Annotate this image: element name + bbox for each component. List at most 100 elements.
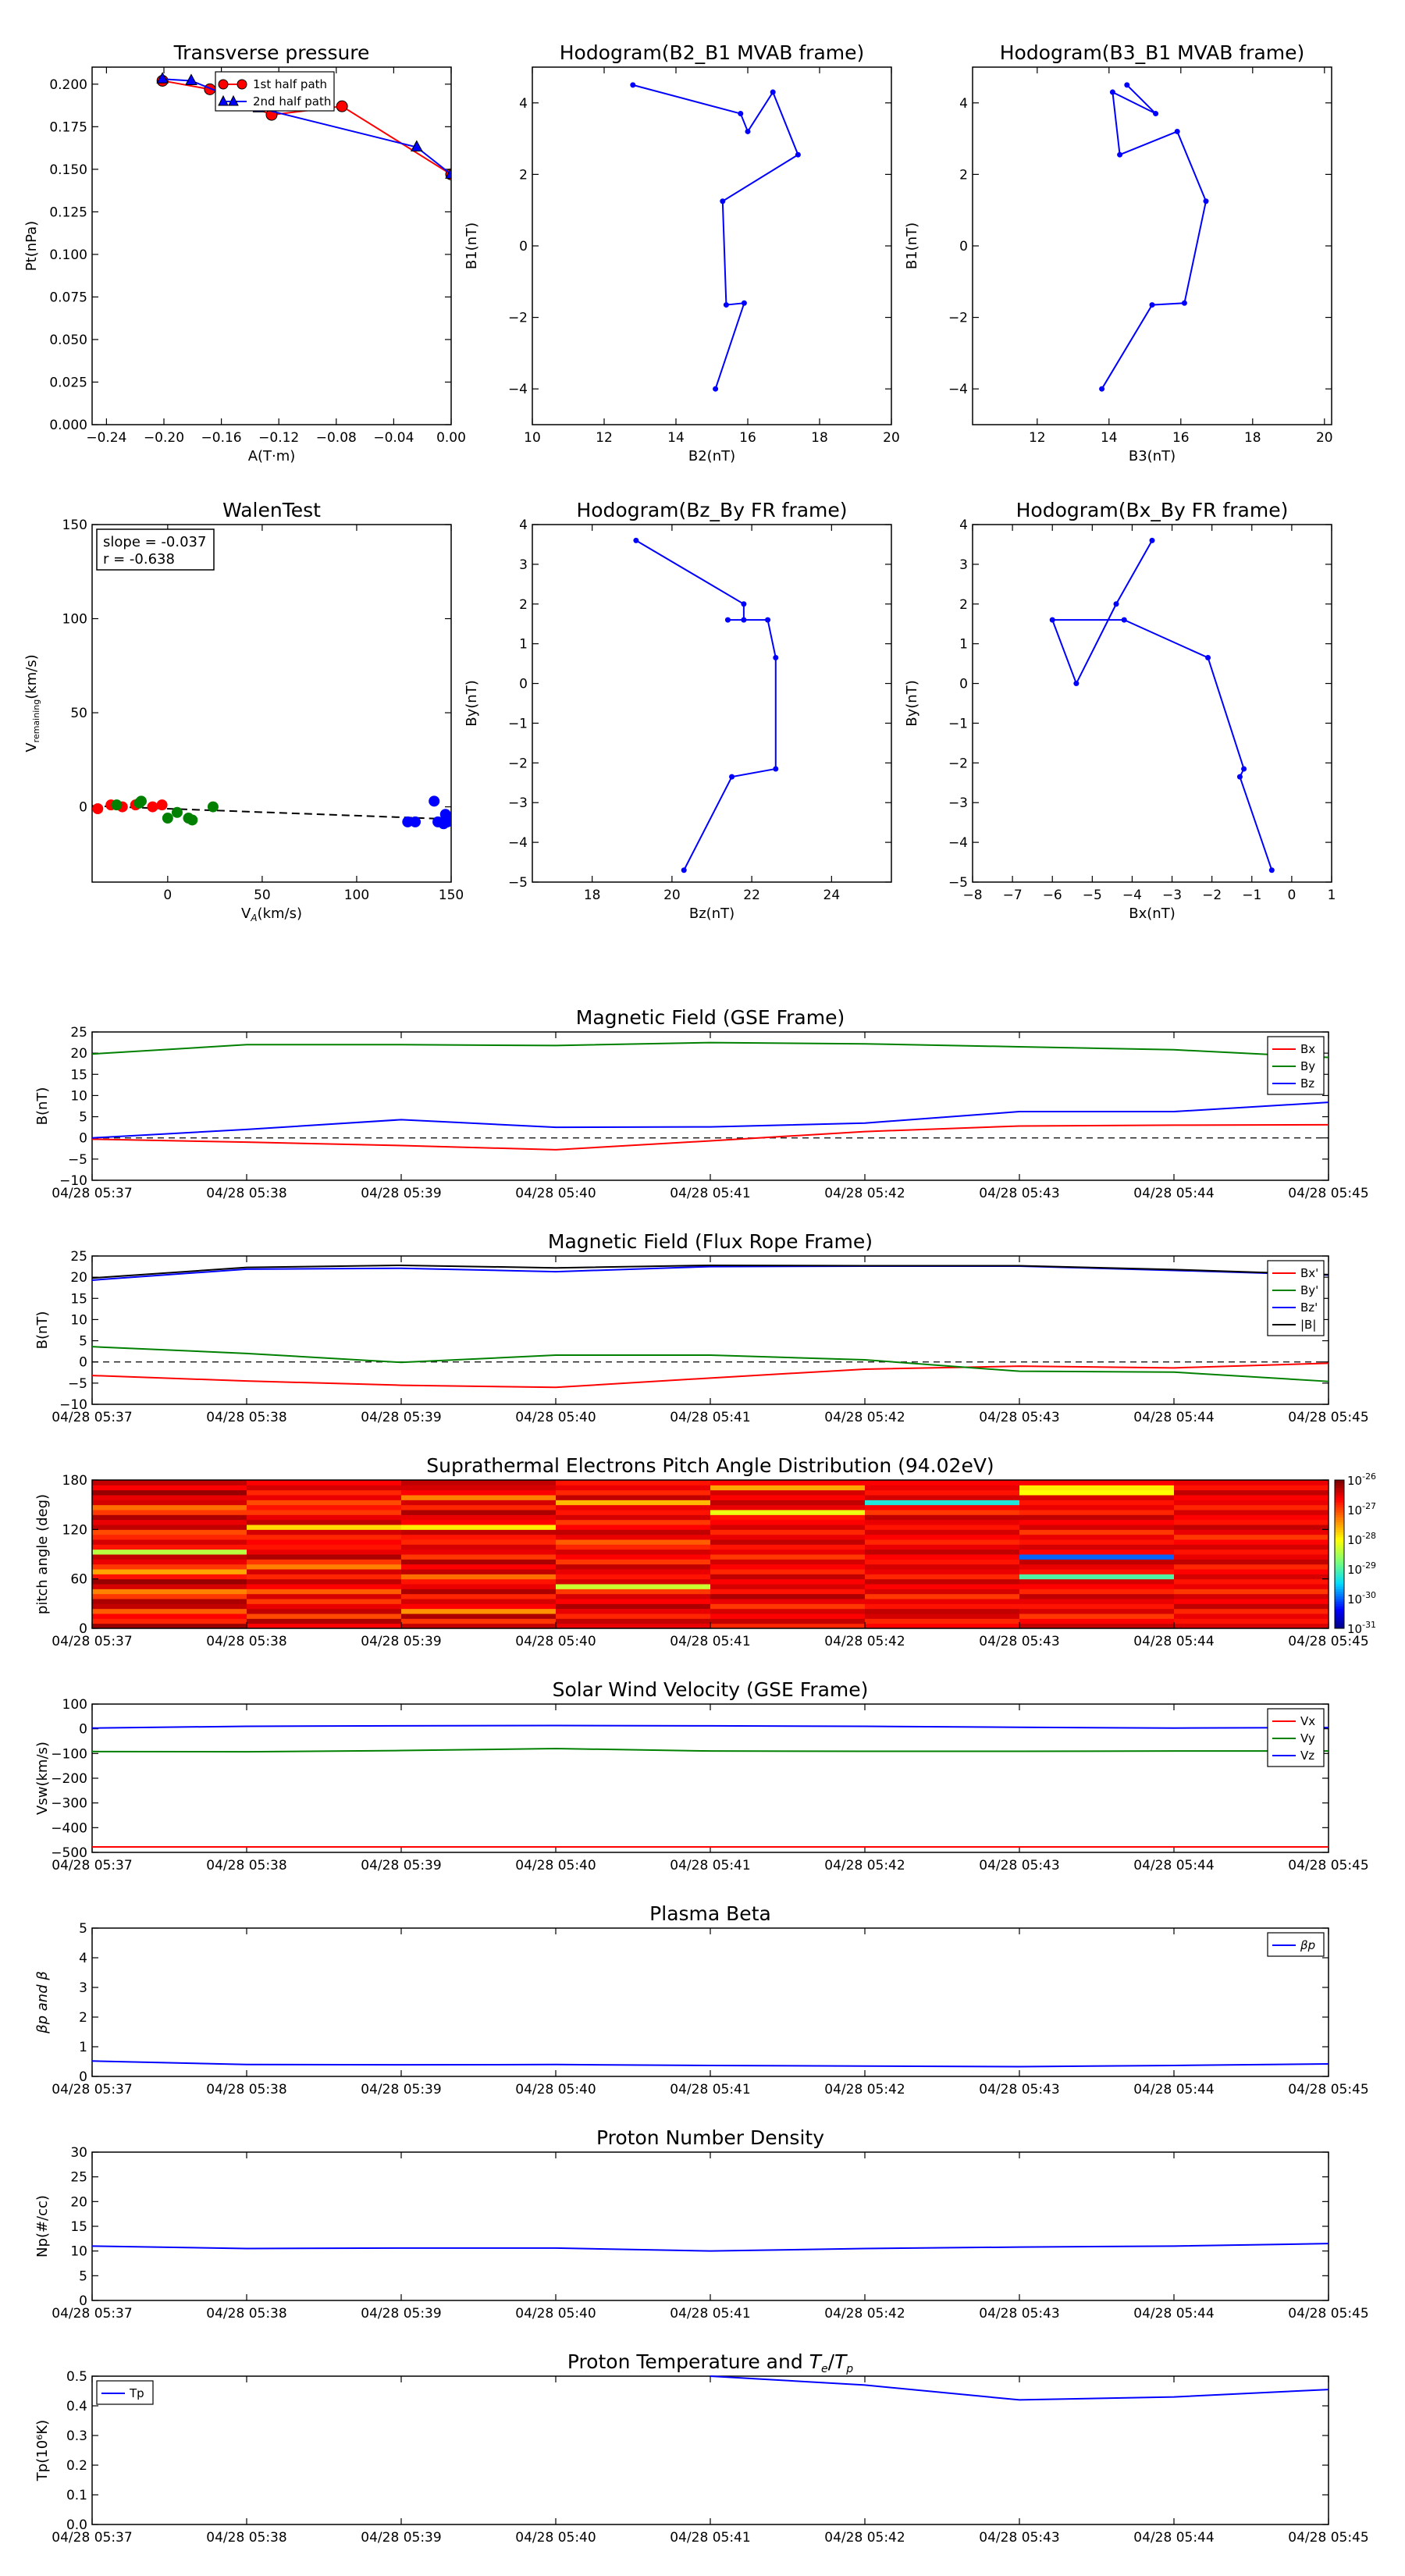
data-point	[1149, 537, 1155, 543]
y-axis-label: B(nT)	[34, 1311, 51, 1350]
x-tick-label: −1	[1242, 888, 1261, 903]
heatmap-cell	[556, 1574, 711, 1580]
chart-title: Magnetic Field (GSE Frame)	[576, 1006, 845, 1029]
heatmap-cell	[556, 1564, 711, 1570]
heatmap-cell	[401, 1554, 557, 1560]
y-tick-label: 30	[70, 2145, 87, 2161]
y-axis-label: pitch angle (deg)	[34, 1494, 51, 1614]
panel-proton-density: Proton Number Density 0 5 10 15 20 25 30 04/28 0…	[34, 2126, 1369, 2322]
heatmap-cell	[247, 1589, 402, 1595]
colorbar-step	[1335, 1539, 1344, 1542]
time-tick-label: 04/28 05:43	[979, 2530, 1059, 2546]
time-tick-label: 04/28 05:44	[1133, 1858, 1214, 1873]
x-tick-label: −7	[1003, 888, 1023, 903]
series-line-Tp	[710, 2375, 1329, 2401]
legend-label: Bz'	[1300, 1300, 1318, 1315]
time-tick-label: 04/28 05:39	[361, 2530, 441, 2546]
heatmap-cell	[556, 1608, 711, 1614]
time-tick-label: 04/28 05:38	[206, 1634, 286, 1649]
time-tick-label: 04/28 05:37	[52, 2306, 132, 2322]
y-tick-label: −500	[51, 1845, 87, 1861]
heatmap-cell	[1174, 1559, 1329, 1565]
heatmap-cell	[1019, 1529, 1175, 1535]
heatmap-cell	[247, 1614, 402, 1619]
plot-frame	[91, 524, 452, 883]
heatmap-cell	[92, 1589, 247, 1595]
y-tick-label: 0	[519, 239, 528, 254]
x-tick-label: −8	[962, 888, 982, 903]
y-tick-label: 0	[79, 800, 87, 816]
x-tick-label: 0	[1287, 888, 1296, 903]
y-tick-label: 10	[70, 1088, 87, 1104]
x-tick-label: −0.12	[258, 430, 299, 446]
data-point	[723, 302, 729, 308]
heatmap-cell	[92, 1614, 247, 1619]
heatmap-cell	[92, 1564, 247, 1570]
data-point	[773, 654, 779, 660]
y-tick-label: 0.0	[66, 2517, 87, 2533]
legend-label: βp	[1300, 1938, 1315, 1952]
legend: Bx By Bz	[1267, 1036, 1325, 1095]
heatmap-cell	[401, 1544, 557, 1550]
heatmap-cell	[865, 1578, 1020, 1585]
heatmap-cell	[865, 1554, 1020, 1560]
heatmap-cell	[865, 1608, 1020, 1614]
data-point	[336, 100, 348, 112]
time-tick-label: 04/28 05:41	[670, 2306, 750, 2322]
heatmap-cell	[247, 1578, 402, 1585]
heatmap-cell	[247, 1608, 402, 1614]
colorbar-step	[1335, 1561, 1344, 1565]
y-tick-label: −5	[68, 1376, 87, 1392]
heatmap-cell	[865, 1564, 1020, 1570]
heatmap-cell	[710, 1510, 866, 1515]
heatmap-cell	[865, 1614, 1020, 1619]
colorbar-tick-label: 10-29	[1347, 1560, 1376, 1577]
heatmap-cell	[1174, 1529, 1329, 1535]
y-tick-label: −10	[59, 1397, 87, 1413]
y-tick-label: 0.025	[49, 375, 87, 390]
y-tick-label: 0.4	[66, 2399, 87, 2414]
series-line-By'	[91, 1346, 1329, 1382]
time-tick-label: 04/28 05:42	[824, 2306, 905, 2322]
annotation-box	[96, 528, 215, 571]
panel-hodogram-bz-by: Hodogram(Bz_By FR frame)18 20 22 24−5−4−3−2…	[464, 499, 892, 922]
chart-title: Plasma Beta	[649, 1902, 771, 1925]
colorbar-step	[1335, 1487, 1344, 1491]
series-line-Bx'	[91, 1362, 1329, 1389]
panel-walen-test: WalenTest 0 50 100 150 0 50 100 150 VA(km/s) Vrema…	[23, 499, 464, 923]
data-point	[156, 799, 168, 811]
heatmap-cell	[710, 1593, 866, 1599]
x-tick-label: 150	[439, 888, 464, 903]
heatmap-cell	[92, 1559, 247, 1565]
heatmap-cell	[556, 1554, 711, 1560]
panel-pitch-angle: Suprathermal Electrons Pitch Angle Distr…	[34, 1454, 1376, 1649]
plot-frame	[972, 524, 1332, 883]
colorbar-step	[1335, 1603, 1344, 1606]
colorbar-step	[1335, 1593, 1344, 1597]
heatmap-cell	[556, 1534, 711, 1540]
heatmap-cell	[1174, 1514, 1329, 1521]
heatmap-cell	[865, 1495, 1020, 1500]
y-tick-label: 4	[519, 518, 528, 533]
colorbar-step	[1335, 1614, 1344, 1617]
y-tick-label: −4	[948, 835, 968, 851]
heatmap-cell	[1174, 1569, 1329, 1574]
heatmap-cell	[865, 1489, 1020, 1496]
heatmap-cell	[401, 1504, 557, 1510]
heatmap-cell	[247, 1480, 402, 1485]
heatmap-cell	[865, 1589, 1020, 1595]
plot-frame	[91, 1031, 1329, 1181]
legend-label: By	[1300, 1059, 1315, 1073]
heatmap-cell	[92, 1574, 247, 1580]
series-line-0	[635, 539, 777, 871]
data-point	[770, 89, 776, 95]
heatmap-cell	[710, 1578, 866, 1585]
heatmap-cell	[556, 1559, 711, 1565]
data-point	[1113, 601, 1119, 607]
data-point	[1174, 128, 1180, 134]
data-point	[171, 806, 183, 818]
colorbar-tick-label: 10-31	[1347, 1620, 1376, 1636]
y-tick-label: 100	[62, 1697, 87, 1713]
time-tick-label: 04/28 05:40	[515, 2082, 596, 2097]
time-tick-label: 04/28 05:43	[979, 2082, 1059, 2097]
